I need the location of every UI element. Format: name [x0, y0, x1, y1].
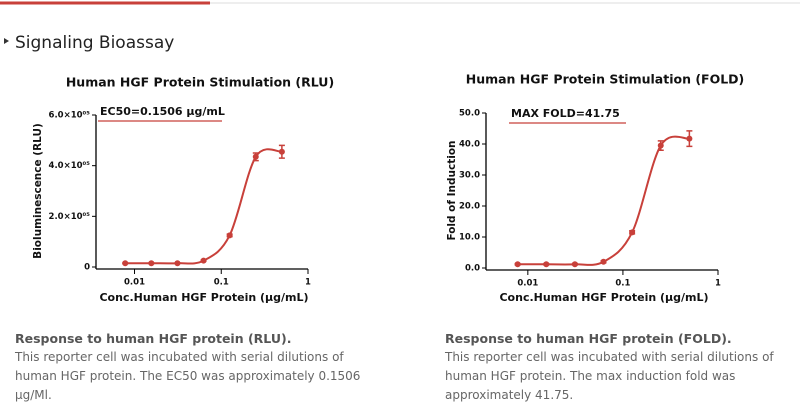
x-tick-label: 1 — [715, 279, 721, 289]
y-tick-label: 2.0×10⁰⁵ — [49, 212, 91, 222]
y-axis-label: Bioluminescence (RLU) — [32, 123, 44, 259]
caption: Response to human HGF protein (FOLD). Th… — [445, 329, 795, 405]
y-tick-label: 30.0 — [459, 171, 480, 181]
x-axis-label: Conc.Human HGF Protein (μg/mL) — [99, 291, 308, 304]
caption-text: This reporter cell was incubated with se… — [445, 350, 774, 402]
chart-title: Human HGF Protein Stimulation (RLU) — [66, 75, 334, 90]
section-heading: Signaling Bioassay — [15, 33, 175, 53]
x-axis-label: Conc.Human HGF Protein (μg/mL) — [499, 291, 708, 304]
data-point — [252, 153, 259, 160]
x-tick-label: 0.01 — [517, 279, 538, 289]
data-point — [600, 258, 607, 265]
y-tick-label: 0.0 — [465, 264, 480, 274]
y-tick-label: 20.0 — [459, 202, 480, 212]
annotation: MAX FOLD=41.75 — [511, 107, 620, 120]
data-point — [148, 260, 155, 267]
y-tick-label: 40.0 — [459, 140, 480, 150]
caption-title: Response to human HGF protein (RLU). — [15, 331, 292, 346]
data-point — [514, 261, 521, 268]
x-tick-label: 0.01 — [124, 278, 145, 288]
data-point — [122, 260, 129, 267]
x-tick-label: 1 — [305, 278, 311, 288]
x-tick-label: 0.1 — [615, 279, 630, 289]
y-tick-label: 50.0 — [459, 109, 480, 119]
data-point — [543, 261, 550, 268]
y-tick-label: 10.0 — [459, 233, 480, 243]
fit-curve — [517, 135, 690, 266]
data-point — [174, 260, 181, 267]
fit-curve — [125, 148, 283, 265]
data-point — [226, 232, 233, 239]
data-point — [657, 142, 664, 149]
data-point — [629, 229, 636, 236]
heading-marker — [4, 38, 9, 44]
caption-text: This reporter cell was incubated with se… — [15, 350, 361, 402]
y-tick-label: 6.0×10⁰⁵ — [49, 111, 91, 121]
caption-title: Response to human HGF protein (FOLD). — [445, 331, 732, 346]
chart-title: Human HGF Protein Stimulation (FOLD) — [466, 72, 745, 87]
data-point — [200, 257, 207, 264]
data-point — [571, 261, 578, 268]
y-tick-label: 4.0×10⁰⁵ — [49, 161, 91, 171]
annotation: EC50=0.1506 μg/mL — [100, 105, 225, 118]
caption: Response to human HGF protein (RLU). Thi… — [15, 329, 365, 405]
y-tick-label: 0 — [84, 263, 90, 273]
data-point — [278, 148, 285, 155]
x-tick-label: 0.1 — [214, 278, 229, 288]
data-point — [686, 135, 693, 142]
y-axis-label: Fold of Induction — [446, 140, 458, 240]
